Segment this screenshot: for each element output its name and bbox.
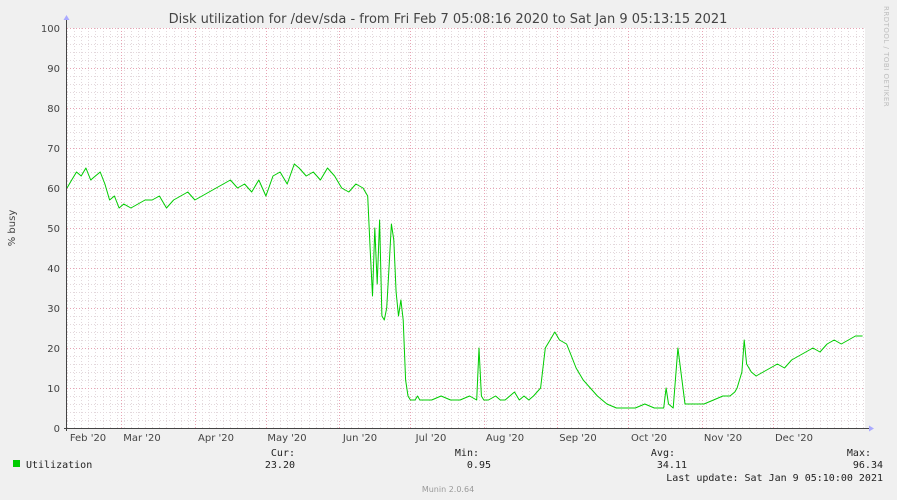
y-tick-label: 20	[47, 344, 60, 355]
x-tick-label: Aug '20	[486, 433, 524, 444]
x-tick-label: Dec '20	[775, 433, 813, 444]
legend-cur-label: Cur:	[271, 448, 295, 459]
x-tick-label: May '20	[267, 433, 306, 444]
y-tick-label: 40	[47, 264, 60, 275]
x-tick-label: Jun '20	[342, 433, 377, 444]
axes	[63, 15, 874, 432]
y-tick-label: 60	[47, 184, 60, 195]
legend-swatch-utilization	[13, 460, 20, 467]
x-tick-label: Feb '20	[70, 433, 106, 444]
y-tick-labels: 0 10 20 30 40 50 60 70 80 90 100	[41, 24, 60, 435]
munin-version-footer: Munin 2.0.64	[422, 485, 474, 494]
y-tick-label: 100	[41, 24, 60, 35]
x-tick-label: Mar '20	[123, 433, 161, 444]
legend-avg-label: Avg:	[651, 448, 675, 459]
y-tick-label: 10	[47, 384, 60, 395]
minor-grid	[67, 28, 865, 428]
x-tick-label: Oct '20	[631, 433, 667, 444]
legend-min-label: Min:	[455, 448, 479, 459]
legend-min-value: 0.95	[467, 460, 491, 471]
x-tick-label: Apr '20	[198, 433, 234, 444]
y-tick-label: 90	[47, 64, 60, 75]
y-axis-arrow	[63, 15, 70, 20]
x-tick-labels: Feb '20 Mar '20 Apr '20 May '20 Jun '20 Jul '…	[70, 433, 813, 444]
legend-avg-value: 34.11	[657, 460, 687, 471]
y-axis-label: % busy	[7, 210, 18, 247]
last-update-text: Last update: Sat Jan 9 05:10:00 2021	[666, 473, 883, 484]
y-tick-label: 30	[47, 304, 60, 315]
rrdtool-watermark: RRDTOOL / TOBI OETIKER	[882, 6, 890, 107]
y-tick-label: 0	[54, 424, 60, 435]
y-tick-label: 80	[47, 104, 60, 115]
y-tick-label: 50	[47, 224, 60, 235]
legend-max-label: Max:	[847, 448, 871, 459]
x-tick-label: Nov '20	[704, 433, 742, 444]
legend-max-value: 96.34	[853, 460, 883, 471]
legend-series-label: Utilization	[26, 460, 92, 471]
chart-title: Disk utilization for /dev/sda - from Fri…	[169, 12, 728, 27]
y-tick-label: 70	[47, 144, 60, 155]
x-tick-label: Jul '20	[415, 433, 447, 444]
series-line-utilization	[66, 163, 863, 409]
legend-cur-value: 23.20	[265, 460, 295, 471]
x-tick-label: Sep '20	[559, 433, 597, 444]
x-axis-arrow	[869, 425, 874, 432]
